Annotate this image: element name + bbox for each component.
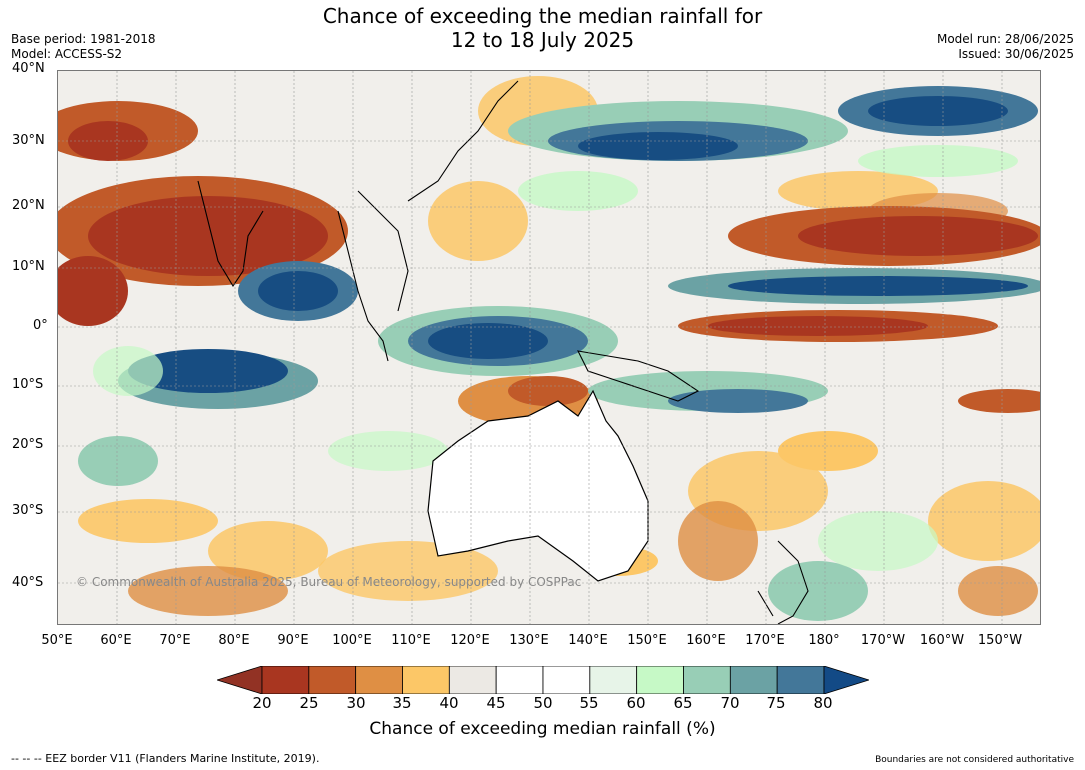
colorbar-cell — [542, 666, 591, 694]
colorbar-cell — [261, 666, 310, 694]
colorbar-cell — [355, 666, 403, 694]
lon-label: 70°E — [159, 633, 191, 648]
title-line-1: Chance of exceeding the median rainfall … — [322, 4, 763, 28]
lon-label: 170°W — [860, 633, 906, 648]
colorbar-tick: 55 — [579, 694, 599, 712]
lon-label: 180° — [808, 633, 840, 648]
meta-left: Base period: 1981-2018 Model: ACCESS-S2 — [11, 32, 156, 62]
colorbar-cell — [448, 666, 497, 694]
lat-label: 30°N — [12, 133, 45, 148]
lon-label: 60°E — [100, 633, 132, 648]
colorbar-tick: 65 — [673, 694, 693, 712]
lat-label: 40°N — [12, 61, 45, 76]
colorbar-cell — [683, 666, 731, 694]
colorbar-cell — [636, 666, 684, 694]
lon-label: 100°E — [332, 633, 372, 648]
colorbar-tick: 20 — [252, 694, 272, 712]
colorbar-cell — [402, 666, 450, 694]
colorbar-cell — [308, 666, 357, 694]
issued-date: Issued: 30/06/2025 — [958, 47, 1074, 61]
very-dry-regions — [58, 101, 1040, 413]
eez-note: -- -- -- EEZ border V11 (Flanders Marine… — [11, 752, 320, 765]
graticule — [58, 71, 1040, 624]
title-line-2: 12 to 18 July 2025 — [450, 28, 635, 52]
colorbar-tick: 70 — [720, 694, 740, 712]
lon-label: 150°E — [627, 633, 667, 648]
wet-regions — [78, 86, 1040, 621]
lon-label: 130°E — [509, 633, 549, 648]
colorbar-tick: 75 — [766, 694, 786, 712]
colorbar-label: Chance of exceeding median rainfall (%) — [369, 719, 716, 739]
india-coast — [197, 180, 264, 288]
colorbar-tick: 40 — [439, 694, 459, 712]
colorbar-tick: 25 — [299, 694, 319, 712]
lat-label: 40°S — [12, 575, 44, 590]
copyright-notice: © Commonwealth of Australia 2025, Bureau… — [76, 575, 582, 589]
lon-label: 150°W — [977, 633, 1023, 648]
colorbar-cell — [589, 666, 638, 694]
colorbar-tick: 30 — [346, 694, 366, 712]
colorbar-cells — [261, 666, 825, 694]
colorbar-under-arrow — [217, 666, 263, 694]
lon-label: 110°E — [391, 633, 431, 648]
model-name: Model: ACCESS-S2 — [11, 47, 123, 61]
model-run: Model run: 28/06/2025 — [936, 32, 1074, 46]
lat-label: 10°S — [12, 377, 44, 392]
lon-label: 160°E — [686, 633, 726, 648]
lat-label: 30°S — [12, 503, 44, 518]
meta-right: Model run: 28/06/2025 Issued: 30/06/2025 — [937, 32, 1074, 62]
colorbar — [217, 666, 869, 694]
colorbar-tick: 60 — [626, 694, 646, 712]
lat-label: 10°N — [12, 259, 45, 274]
se-asia-coast — [337, 190, 409, 362]
new-zealand-coast — [757, 540, 809, 624]
map-canvas — [58, 71, 1040, 624]
colorbar-cell — [729, 666, 778, 694]
colorbar-cell — [495, 666, 544, 694]
colorbar-tick: 35 — [392, 694, 412, 712]
lon-label: 170°E — [745, 633, 785, 648]
colorbar-cell — [776, 666, 825, 694]
lat-label: 0° — [33, 318, 48, 333]
lon-label: 160°W — [919, 633, 965, 648]
lat-label: 20°S — [12, 437, 44, 452]
disclaimer: Boundaries are not considered authoritat… — [875, 755, 1074, 765]
colorbar-tick: 50 — [533, 694, 553, 712]
moist-tints — [93, 145, 1018, 571]
lon-label: 90°E — [277, 633, 309, 648]
colorbar-tick: 80 — [813, 694, 833, 712]
lon-label: 140°E — [568, 633, 608, 648]
new-guinea-coast — [577, 350, 700, 402]
lon-label: 80°E — [218, 633, 250, 648]
chart-title: Chance of exceeding the median rainfall … — [0, 4, 1085, 52]
base-period: Base period: 1981-2018 — [11, 32, 156, 46]
colorbar-over-arrow — [823, 666, 869, 694]
lon-label: 50°E — [41, 633, 73, 648]
lon-label: 120°E — [450, 633, 490, 648]
colorbar-tick: 45 — [486, 694, 506, 712]
lat-label: 20°N — [12, 198, 45, 213]
rainfall-map[interactable] — [57, 70, 1041, 625]
